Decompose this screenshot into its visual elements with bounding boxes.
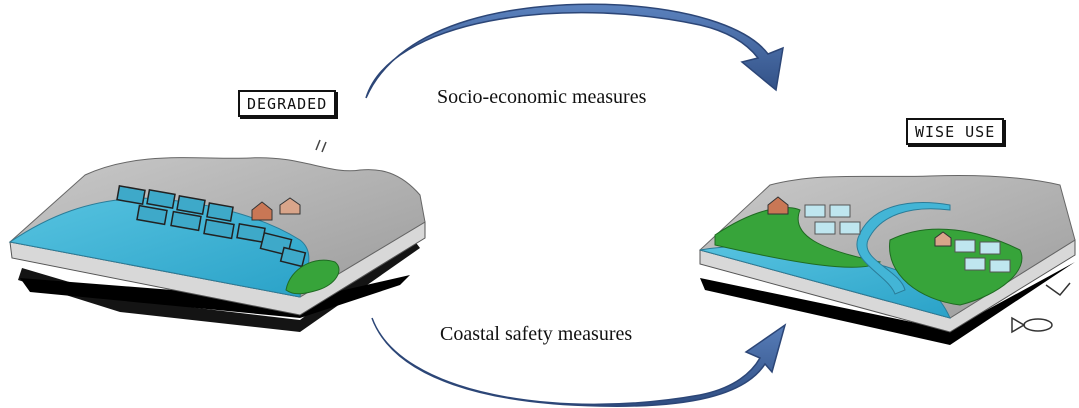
wise-use-label: WISE USE (906, 118, 1005, 145)
wise-use-landscape (699, 174, 1076, 345)
fish-sketch (1011, 282, 1071, 334)
coastal-safety-measures-label: Coastal safety measures (440, 323, 633, 345)
socio-economic-measures-label: Socio-economic measures (437, 86, 647, 108)
top-arrow (365, 3, 784, 99)
degraded-label: DEGRADED (238, 90, 337, 117)
bottom-arrow (371, 317, 787, 407)
degraded-landscape (8, 139, 426, 332)
